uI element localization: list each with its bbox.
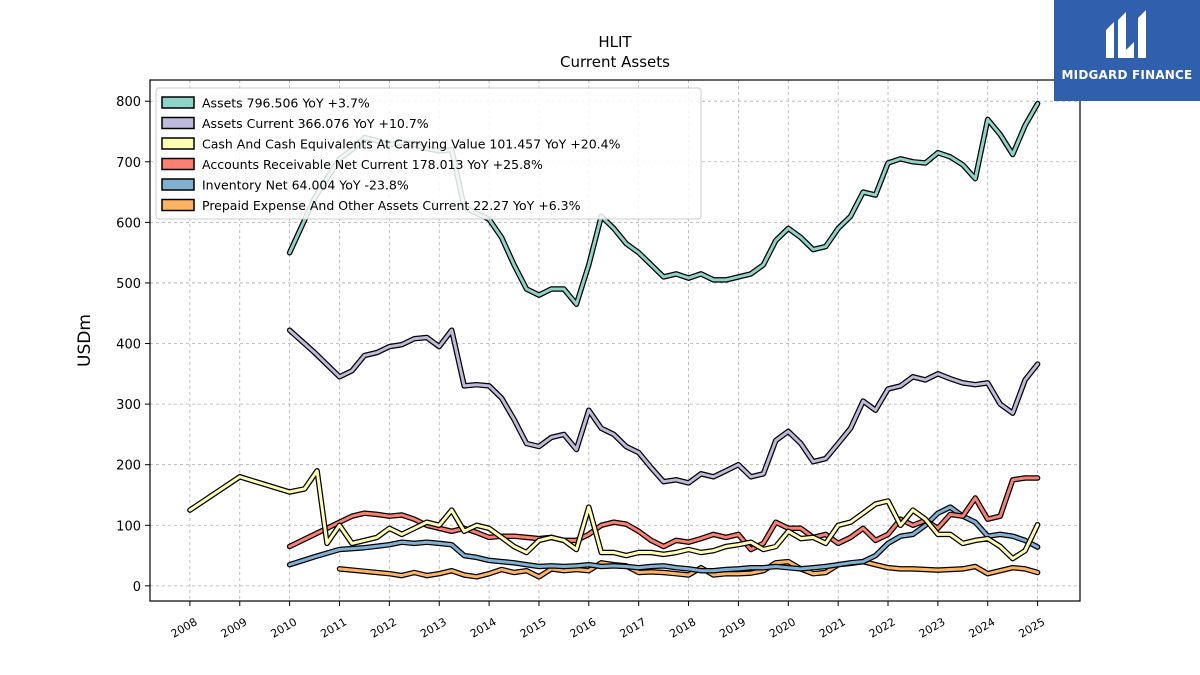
x-tick-label: 2019 bbox=[717, 615, 748, 640]
x-tick-label: 2025 bbox=[1016, 615, 1047, 640]
series-line-inventory-net bbox=[288, 505, 1040, 573]
legend-label-assets-current: Assets Current 366.076 YoY +10.7% bbox=[202, 116, 429, 131]
y-tick-label: 800 bbox=[116, 95, 141, 110]
legend: Assets 796.506 YoY +3.7% Assets Current 3… bbox=[155, 87, 702, 220]
legend-box bbox=[155, 87, 702, 220]
legend-label-inventory-net: Inventory Net 64.004 YoY -23.8% bbox=[202, 178, 409, 193]
x-tick-label: 2021 bbox=[817, 615, 848, 640]
x-tick-label: 2023 bbox=[917, 615, 948, 640]
x-tick-label: 2015 bbox=[518, 615, 549, 640]
x-tick-label: 2008 bbox=[169, 615, 200, 640]
legend-swatch-assets bbox=[161, 96, 195, 109]
y-tick-label: 700 bbox=[116, 156, 141, 171]
y-tick-label: 300 bbox=[116, 398, 141, 413]
y-tick-label: 400 bbox=[116, 338, 141, 353]
series-line-accounts-receivable-net-current bbox=[288, 476, 1040, 551]
legend-swatch-assets-current bbox=[161, 116, 195, 130]
x-tick-label: 2013 bbox=[418, 615, 449, 640]
x-tick-label: 2024 bbox=[967, 615, 998, 640]
series-line-assets-current bbox=[288, 328, 1040, 485]
y-tick-label: 100 bbox=[116, 519, 141, 534]
brand-logo: MIDGARD FINANCE bbox=[1054, 0, 1200, 101]
x-tick-label: 2017 bbox=[618, 615, 649, 640]
legend-swatch-accounts-receivable-net-current bbox=[161, 157, 195, 171]
legend-swatch-cash-and-cash-equivalents-at-carrying-value bbox=[161, 137, 195, 150]
x-tick-label: 2011 bbox=[318, 615, 349, 640]
plot-area-frame bbox=[149, 79, 1081, 602]
series-outline-assets-current bbox=[286, 327, 1041, 486]
x-tick-label: 2014 bbox=[468, 615, 499, 640]
chart-subtitle: Current Assets bbox=[560, 53, 670, 71]
y-axis-label: USDm bbox=[75, 314, 95, 367]
x-tick-label: 2009 bbox=[219, 615, 250, 640]
legend-swatch-inventory-net bbox=[161, 178, 195, 191]
legend-swatch-prepaid-expense-and-other-assets-current bbox=[161, 198, 195, 212]
brand-mark-icon bbox=[1106, 10, 1146, 58]
legend-label-assets: Assets 796.506 YoY +3.7% bbox=[202, 96, 370, 111]
series-line-cash-and-cash-equivalents-at-carrying-value bbox=[188, 469, 1040, 561]
series-line-prepaid-expense-and-other-assets-current bbox=[338, 560, 1040, 579]
x-tick-label: 2020 bbox=[767, 615, 798, 640]
y-tick-label: 600 bbox=[116, 216, 141, 231]
brand-name: MIDGARD FINANCE bbox=[1061, 68, 1193, 82]
y-tick-label: 200 bbox=[116, 459, 141, 474]
y-tick-label: 0 bbox=[133, 580, 141, 595]
chart-title: HLIT bbox=[598, 33, 632, 51]
x-tick-label: 2010 bbox=[269, 615, 300, 640]
legend-label-prepaid-expense-and-other-assets-current: Prepaid Expense And Other Assets Current… bbox=[202, 198, 581, 213]
x-tick-label: 2016 bbox=[568, 615, 599, 640]
legend-label-accounts-receivable-net-current: Accounts Receivable Net Current 178.013 … bbox=[202, 157, 543, 172]
x-tick-label: 2022 bbox=[867, 615, 898, 640]
x-tick-label: 2018 bbox=[667, 615, 698, 640]
series-lines bbox=[187, 100, 1041, 580]
x-tick-label: 2012 bbox=[368, 615, 399, 640]
legend-label-cash-and-cash-equivalents-at-carrying-value: Cash And Cash Equivalents At Carrying Va… bbox=[202, 137, 621, 152]
y-tick-label: 500 bbox=[116, 277, 141, 292]
